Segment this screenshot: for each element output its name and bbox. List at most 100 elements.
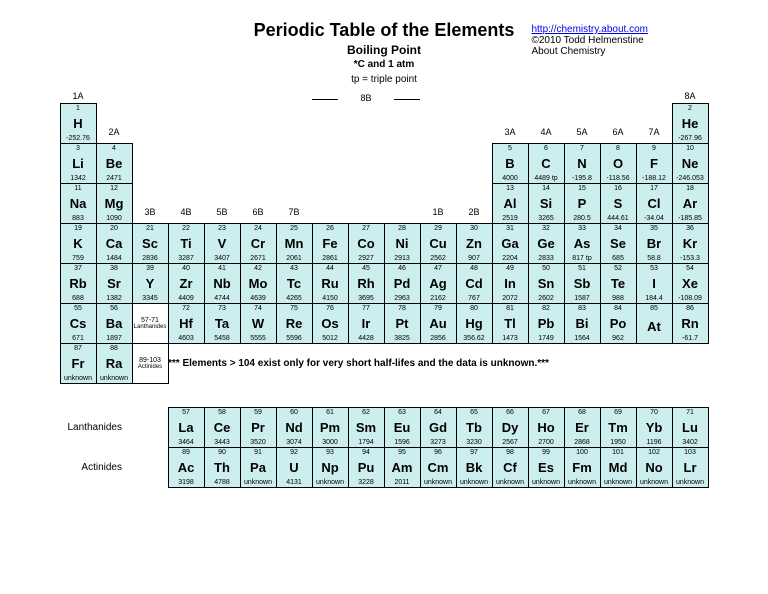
element-cell: 44Ru4150 [312,263,349,304]
boiling-point: 1596 [394,439,410,446]
atomic-number: 51 [578,265,586,272]
boiling-point: 1794 [358,439,374,446]
element-symbol: Cu [429,237,446,250]
atomic-number: 45 [362,265,370,272]
element-symbol: Md [609,461,628,474]
boiling-point: unknown [316,479,344,486]
atomic-number: 17 [650,185,658,192]
element-cell: 73Ta5458 [204,303,241,344]
element-cell: 59Pr3520 [240,407,277,448]
atomic-number: 103 [684,449,696,456]
boiling-point: 4000 [502,175,518,182]
element-cell: 103Lrunknown [672,447,709,488]
element-symbol: Ra [106,357,123,370]
boiling-point: unknown [676,479,704,486]
atomic-number: 58 [218,409,226,416]
atomic-number: 78 [398,305,406,312]
boiling-point: 1382 [106,295,122,302]
element-symbol: Pm [320,421,340,434]
element-cell: 9F-188.12 [636,143,673,184]
boiling-point: 280.5 [573,215,591,222]
element-symbol: Cs [70,317,87,330]
element-symbol: Co [357,237,374,250]
atomic-number: 88 [110,345,118,352]
element-symbol: K [73,237,82,250]
atomic-number: 95 [398,449,406,456]
boiling-point: 4131 [286,479,302,486]
boiling-point: unknown [424,479,452,486]
atomic-number: 40 [182,265,190,272]
element-symbol: Na [70,197,87,210]
element-symbol: Pt [396,317,409,330]
boiling-point: 3265 [538,215,554,222]
element-symbol: Zn [466,237,482,250]
boiling-point: 3198 [178,479,194,486]
boiling-point: 5596 [286,335,302,342]
element-symbol: Rh [357,277,374,290]
atomic-number: 36 [686,225,694,232]
element-cell: 61Pm3000 [312,407,349,448]
element-cell: 35Br58.8 [636,223,673,264]
atomic-number: 81 [506,305,514,312]
copyright: ©2010 Todd Helmenstine [531,35,643,46]
boiling-point: 3074 [286,439,302,446]
element-symbol: Te [611,277,625,290]
element-symbol: Lu [682,421,698,434]
element-cell: 100Fmunknown [564,447,601,488]
boiling-point: 1196 [646,439,661,446]
atomic-number: 99 [542,449,550,456]
element-cell: 21Sc2836 [132,223,169,264]
element-cell: 95Am2011 [384,447,421,488]
atomic-number: 76 [326,305,334,312]
tp-note: tp = triple point [40,74,728,85]
atomic-number: 33 [578,225,586,232]
element-cell: 34Se685 [600,223,637,264]
atomic-number: 27 [362,225,370,232]
atomic-number: 26 [326,225,334,232]
element-cell: 17Cl-34.04 [636,183,673,224]
boiling-point: 2861 [322,255,338,262]
atomic-number: 1 [76,105,80,112]
element-cell: 57La3464 [168,407,205,448]
atomic-number: 38 [110,265,118,272]
element-cell: 84Po962 [600,303,637,344]
element-cell: 56Ba1897 [96,303,133,344]
boiling-point: 817 tp [572,255,591,262]
atomic-number: 85 [650,305,658,312]
element-cell: 36Kr-153.3 [672,223,709,264]
boiling-point: unknown [604,479,632,486]
atomic-number: 91 [254,449,262,456]
boiling-point: 3695 [358,295,374,302]
element-symbol: Sb [574,277,591,290]
source-link[interactable]: http://chemistry.about.com [531,24,648,35]
boiling-point: 1484 [106,255,122,262]
element-symbol: Os [321,317,338,330]
element-cell: 64Gd3273 [420,407,457,448]
atomic-number: 96 [434,449,442,456]
element-symbol: P [578,197,587,210]
element-cell: 77Ir4428 [348,303,385,344]
group-label: 4B [168,207,204,219]
element-cell: 23V3407 [204,223,241,264]
element-cell: 47Ag2162 [420,263,457,304]
atomic-number: 52 [614,265,622,272]
element-cell: 13Al2519 [492,183,529,224]
group-label: 1B [420,207,456,219]
element-symbol: Pu [358,461,375,474]
element-cell: 31Ga2204 [492,223,529,264]
element-cell: 19K759 [60,223,97,264]
element-cell: 91Paunknown [240,447,277,488]
atomic-number: 20 [110,225,118,232]
element-cell: 38Sr1382 [96,263,133,304]
element-symbol: As [574,237,591,250]
group-label: 5B [204,207,240,219]
element-symbol: Hg [465,317,482,330]
atomic-number: 70 [650,409,658,416]
element-symbol: Np [321,461,338,474]
element-symbol: Se [610,237,626,250]
element-symbol: Th [214,461,230,474]
boiling-point: 356.62 [463,335,484,342]
boiling-point: 2072 [502,295,518,302]
boiling-point: unknown [496,479,524,486]
element-symbol: Tl [504,317,516,330]
